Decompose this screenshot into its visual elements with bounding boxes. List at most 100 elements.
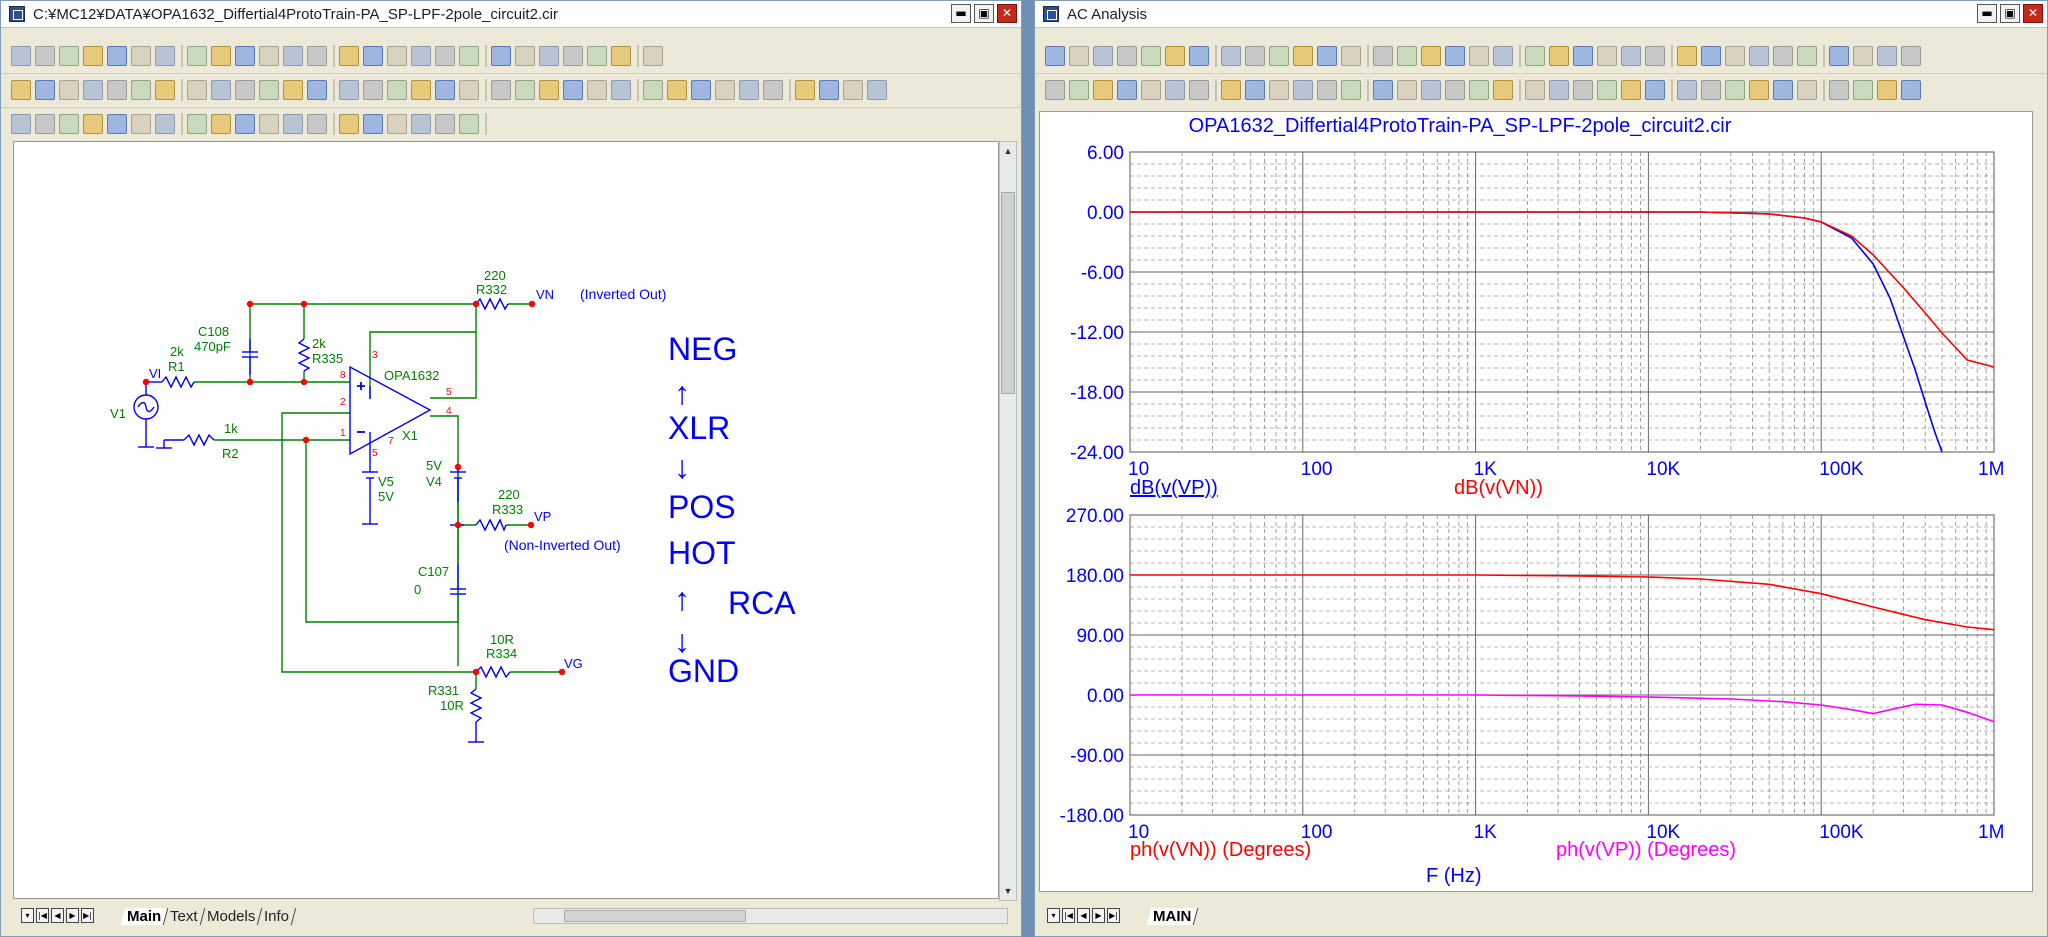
toolbar-tool-icon[interactable]	[1245, 46, 1265, 66]
toolbar-tool-icon[interactable]	[235, 46, 255, 66]
toolbar-tool-icon[interactable]	[1701, 80, 1721, 100]
toolbar-tool-icon[interactable]	[1493, 80, 1513, 100]
maximize-button[interactable]: ▣	[2000, 4, 2020, 23]
toolbar-tool-icon[interactable]	[1549, 80, 1569, 100]
toolbar-tool-icon[interactable]	[1701, 46, 1721, 66]
schematic-canvas[interactable]: C108 470pF 2k R1 2k R335 220 R332 OPA163…	[13, 141, 999, 899]
toolbar-tool-icon[interactable]	[1421, 46, 1441, 66]
nav-next-icon[interactable]: ▶	[66, 908, 79, 923]
toolbar-tool-icon[interactable]	[691, 80, 711, 100]
toolbar-tool-icon[interactable]	[1069, 80, 1089, 100]
toolbar-tool-icon[interactable]	[643, 80, 663, 100]
toolbar-tool-icon[interactable]	[611, 80, 631, 100]
toolbar-tool-icon[interactable]	[667, 80, 687, 100]
toolbar-tool-icon[interactable]	[1773, 46, 1793, 66]
toolbar-tool-icon[interactable]	[83, 46, 103, 66]
toolbar-tool-icon[interactable]	[387, 80, 407, 100]
toolbar-tool-icon[interactable]	[211, 114, 231, 134]
toolbar-tool-icon[interactable]	[363, 80, 383, 100]
toolbar-tool-icon[interactable]	[1469, 46, 1489, 66]
toolbar-tool-icon[interactable]	[259, 80, 279, 100]
toolbar-tool-icon[interactable]	[1141, 46, 1161, 66]
toolbar-tool-icon[interactable]	[1829, 80, 1849, 100]
toolbar-tool-icon[interactable]	[1317, 46, 1337, 66]
nav-next-icon[interactable]: ▶	[1092, 908, 1105, 923]
nav-prev-icon[interactable]: ◀	[51, 908, 64, 923]
toolbar-tool-icon[interactable]	[283, 114, 303, 134]
schematic-titlebar[interactable]: C:¥MC12¥DATA¥OPA1632_Differtial4ProtoTra…	[1, 1, 1021, 28]
toolbar-tool-icon[interactable]	[515, 46, 535, 66]
maximize-button[interactable]: ▣	[974, 4, 994, 23]
ac-analysis-titlebar[interactable]: AC Analysis ▬ ▣ ✕	[1035, 1, 2047, 28]
toolbar-tool-icon[interactable]	[1397, 80, 1417, 100]
toolbar-tool-icon[interactable]	[1797, 46, 1817, 66]
toolbar-tool-icon[interactable]	[459, 80, 479, 100]
toolbar-tool-icon[interactable]	[843, 80, 863, 100]
nav-last-icon[interactable]: ▶|	[1107, 908, 1120, 923]
toolbar-tool-icon[interactable]	[1877, 46, 1897, 66]
toolbar-tool-icon[interactable]	[307, 114, 327, 134]
toolbar-tool-icon[interactable]	[1901, 80, 1921, 100]
toolbar-tool-icon[interactable]	[339, 46, 359, 66]
toolbar-tool-icon[interactable]	[131, 46, 151, 66]
toolbar-tool-icon[interactable]	[491, 46, 511, 66]
toolbar-tool-icon[interactable]	[11, 46, 31, 66]
toolbar-tool-icon[interactable]	[1445, 46, 1465, 66]
toolbar-tool-icon[interactable]	[1293, 80, 1313, 100]
toolbar-tool-icon[interactable]	[187, 114, 207, 134]
hscroll-thumb[interactable]	[564, 910, 746, 922]
toolbar-tool-icon[interactable]	[739, 80, 759, 100]
toolbar-tool-icon[interactable]	[211, 80, 231, 100]
toolbar-tool-icon[interactable]	[715, 80, 735, 100]
toolbar-tool-icon[interactable]	[1773, 80, 1793, 100]
tab-main[interactable]: Main	[120, 908, 169, 925]
toolbar-tool-icon[interactable]	[539, 80, 559, 100]
toolbar-tool-icon[interactable]	[283, 80, 303, 100]
toolbar-tool-icon[interactable]	[1749, 46, 1769, 66]
toolbar-tool-icon[interactable]	[259, 46, 279, 66]
nav-prev-icon[interactable]: ◀	[1077, 908, 1090, 923]
toolbar-tool-icon[interactable]	[1373, 46, 1393, 66]
toolbar-tool-icon[interactable]	[1469, 80, 1489, 100]
toolbar-tool-icon[interactable]	[1621, 80, 1641, 100]
toolbar-tool-icon[interactable]	[867, 80, 887, 100]
toolbar-tool-icon[interactable]	[387, 114, 407, 134]
toolbar-tool-icon[interactable]	[11, 80, 31, 100]
toolbar-tool-icon[interactable]	[339, 114, 359, 134]
toolbar-tool-icon[interactable]	[1645, 46, 1665, 66]
toolbar-tool-icon[interactable]	[1645, 80, 1665, 100]
toolbar-tool-icon[interactable]	[1117, 80, 1137, 100]
toolbar-tool-icon[interactable]	[1293, 46, 1313, 66]
toolbar-tool-icon[interactable]	[363, 46, 383, 66]
toolbar-tool-icon[interactable]	[1525, 80, 1545, 100]
nav-first-icon[interactable]: |◀	[36, 908, 49, 923]
toolbar-tool-icon[interactable]	[107, 46, 127, 66]
minimize-button[interactable]: ▬	[1977, 4, 1997, 23]
toolbar-tool-icon[interactable]	[1069, 46, 1089, 66]
toolbar-tool-icon[interactable]	[307, 80, 327, 100]
toolbar-tool-icon[interactable]	[411, 46, 431, 66]
toolbar-tool-icon[interactable]	[1269, 80, 1289, 100]
toolbar-tool-icon[interactable]	[187, 46, 207, 66]
toolbar-tool-icon[interactable]	[435, 46, 455, 66]
toolbar-tool-icon[interactable]	[1573, 80, 1593, 100]
toolbar-tool-icon[interactable]	[83, 114, 103, 134]
toolbar-tool-icon[interactable]	[1493, 46, 1513, 66]
toolbar-tool-icon[interactable]	[35, 80, 55, 100]
scroll-up-icon[interactable]: ▲	[1003, 146, 1013, 156]
toolbar-tool-icon[interactable]	[1141, 80, 1161, 100]
toolbar-tool-icon[interactable]	[459, 114, 479, 134]
toolbar-tool-icon[interactable]	[1093, 80, 1113, 100]
toolbar-tool-icon[interactable]	[819, 80, 839, 100]
toolbar-tool-icon[interactable]	[1341, 46, 1361, 66]
toolbar-tool-icon[interactable]	[155, 80, 175, 100]
close-button[interactable]: ✕	[2023, 4, 2043, 23]
toolbar-tool-icon[interactable]	[1877, 80, 1897, 100]
nav-menu-icon[interactable]: ▾	[1047, 908, 1060, 923]
toolbar-tool-icon[interactable]	[1341, 80, 1361, 100]
toolbar-tool-icon[interactable]	[435, 80, 455, 100]
tab-info[interactable]: Info	[257, 908, 297, 925]
toolbar-tool-icon[interactable]	[435, 114, 455, 134]
toolbar-tool-icon[interactable]	[411, 80, 431, 100]
toolbar-tool-icon[interactable]	[107, 80, 127, 100]
